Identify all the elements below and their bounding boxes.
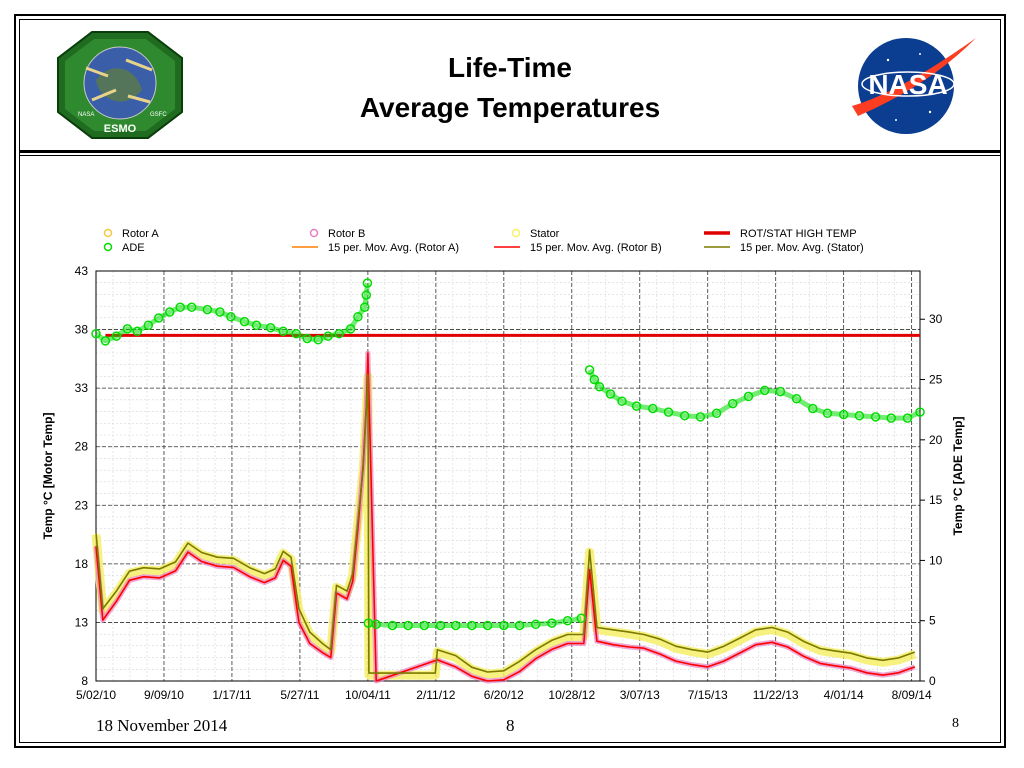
y-left-tick-label: 28 — [75, 440, 89, 454]
title-line-1: Life-Time — [448, 52, 572, 83]
footer-slide-number: 8 — [506, 716, 515, 735]
x-tick-label: 5/02/10 — [76, 688, 116, 702]
legend-label: 15 per. Mov. Avg. (Rotor B) — [530, 242, 662, 254]
legend-marker — [511, 228, 521, 238]
title-line-2: Average Temperatures — [359, 92, 661, 123]
y-left-tick-label: 13 — [75, 615, 89, 629]
legend-label: ROT/STAT HIGH TEMP — [740, 228, 857, 240]
x-tick-label: 11/22/13 — [753, 688, 799, 702]
x-tick-label: 10/04/11 — [345, 688, 391, 702]
y-right-tick-label: 30 — [929, 312, 943, 326]
x-tick-label: 9/09/10 — [144, 688, 184, 702]
legend-label: Stator — [530, 228, 560, 240]
legend-marker — [103, 228, 113, 238]
esmo-logo-icon: ESMO NASA GSFC — [57, 31, 183, 139]
legend-label: ADE — [122, 242, 145, 254]
svg-text:ESMO: ESMO — [104, 123, 137, 135]
x-tick-label: 5/27/11 — [280, 688, 319, 702]
rotor-b-moving-average — [95, 352, 916, 682]
y-right-tick-label: 20 — [929, 433, 943, 447]
temperature-chart: 8 13 18 23 28 33 38 43 0 5 10 15 20 25 30 5/02/10 9/09/1… — [41, 228, 965, 702]
slide-title: Life-Time Average Temperatures — [260, 48, 760, 128]
y-left-tick-label: 33 — [75, 381, 89, 395]
legend-label: Rotor A — [122, 228, 159, 240]
x-tick-label: 3/07/13 — [620, 688, 660, 702]
y-left-tick-label: 43 — [75, 264, 89, 278]
nasa-logo-icon: NASA — [852, 38, 976, 134]
plot-area-border — [95, 270, 921, 682]
ade-series-band — [94, 282, 922, 628]
y-left-tick-label: 8 — [81, 674, 88, 688]
y-right-tick-label: 15 — [929, 493, 943, 507]
x-tick-label: 7/15/13 — [688, 688, 728, 702]
x-tick-label: 8/09/14 — [892, 688, 932, 702]
x-tick-label: 4/01/14 — [824, 688, 864, 702]
y-right-tick-label: 5 — [929, 614, 936, 628]
x-tick-label: 1/17/11 — [212, 688, 251, 702]
x-tick-label: 6/20/12 — [484, 688, 524, 702]
y-right-axis-label: Temp °C [ADE Temp] — [951, 416, 965, 535]
y-left-tick-label: 23 — [75, 498, 89, 512]
legend-marker — [103, 242, 113, 252]
legend-label: 15 per. Mov. Avg. (Stator) — [740, 242, 864, 254]
stator-series — [91, 371, 917, 680]
slide-frame-outer — [14, 14, 1006, 748]
footer-date: 18 November 2014 — [96, 716, 228, 735]
x-tick-label: 2/11/12 — [416, 688, 455, 702]
y-left-axis-label: Temp °C [Motor Temp] — [41, 412, 55, 539]
svg-text:NASA: NASA — [78, 112, 94, 118]
svg-text:NASA: NASA — [868, 69, 947, 100]
y-left-tick-label: 38 — [75, 323, 89, 337]
stator-moving-average — [95, 373, 916, 674]
svg-text:GSFC: GSFC — [150, 112, 167, 118]
y-right-tick-label: 0 — [929, 674, 936, 688]
y-right-tick-label: 25 — [929, 373, 943, 387]
legend-label: Rotor B — [328, 228, 365, 240]
y-right-tick-label: 10 — [929, 553, 943, 567]
slide-frame-inner — [19, 19, 1001, 743]
header-divider — [19, 150, 1001, 156]
page-number: 8 — [952, 716, 959, 731]
y-left-tick-label: 18 — [75, 557, 89, 571]
legend-marker — [309, 228, 319, 238]
legend-label: 15 per. Mov. Avg. (Rotor A) — [328, 242, 459, 254]
x-tick-label: 10/28/12 — [548, 688, 595, 702]
